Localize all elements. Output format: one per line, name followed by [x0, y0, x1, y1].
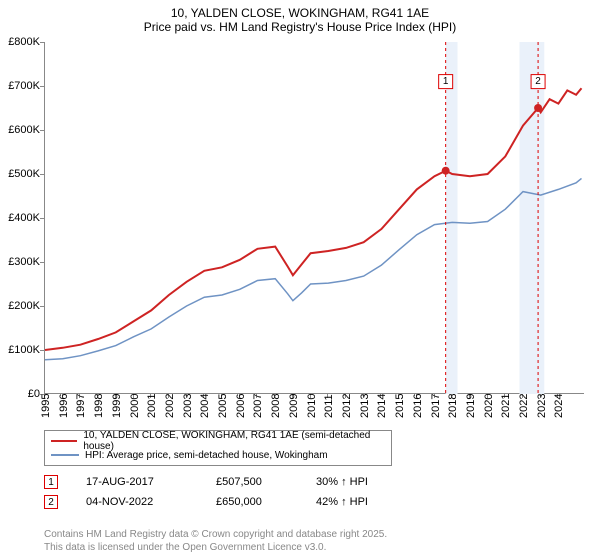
- xtick-label: 1995: [40, 394, 52, 418]
- ytick-label: £0: [28, 388, 40, 400]
- xtick-label: 2004: [199, 394, 211, 418]
- xtick-label: 2006: [235, 394, 247, 418]
- xtick-label: 2012: [341, 394, 353, 418]
- ytick-label: £700K: [8, 80, 40, 92]
- xtick-label: 2020: [483, 394, 495, 418]
- sale-row: 2 04-NOV-2022£650,00042% ↑ HPI: [44, 492, 584, 512]
- xtick-label: 1998: [93, 394, 105, 418]
- ytick-label: £500K: [8, 168, 40, 180]
- ytick-label: £600K: [8, 124, 40, 136]
- sale-row: 1 17-AUG-2017£507,50030% ↑ HPI: [44, 472, 584, 492]
- highlight-band: [519, 42, 544, 394]
- footer-line1: Contains HM Land Registry data © Crown c…: [44, 528, 387, 541]
- marker-dot-1: [442, 167, 450, 175]
- xtick-label: 2002: [164, 394, 176, 418]
- marker-num-1: 1: [443, 76, 449, 87]
- chart-svg: 12: [45, 42, 585, 394]
- xtick-label: 2018: [447, 394, 459, 418]
- xtick-label: 2008: [270, 394, 282, 418]
- title-line1: 10, YALDEN CLOSE, WOKINGHAM, RG41 1AE: [0, 6, 600, 20]
- arrow-up-icon: ↑: [341, 476, 347, 488]
- sale-price: £507,500: [216, 476, 316, 488]
- legend-row-price: 10, YALDEN CLOSE, WOKINGHAM, RG41 1AE (s…: [51, 434, 385, 448]
- footer-line2: This data is licensed under the Open Gov…: [44, 541, 387, 554]
- xtick-label: 2017: [430, 394, 442, 418]
- ytick-label: £800K: [8, 36, 40, 48]
- arrow-up-icon: ↑: [341, 496, 347, 508]
- sale-price: £650,000: [216, 496, 316, 508]
- xtick-label: 2016: [412, 394, 424, 418]
- ytick-label: £400K: [8, 212, 40, 224]
- marker-num-2: 2: [535, 76, 541, 87]
- legend-label-hpi: HPI: Average price, semi-detached house,…: [85, 450, 328, 461]
- chart-container: 10, YALDEN CLOSE, WOKINGHAM, RG41 1AE Pr…: [0, 0, 600, 560]
- footer: Contains HM Land Registry data © Crown c…: [44, 528, 387, 554]
- xtick-label: 2014: [376, 394, 388, 418]
- title-block: 10, YALDEN CLOSE, WOKINGHAM, RG41 1AE Pr…: [0, 0, 600, 36]
- xtick-label: 1996: [58, 394, 70, 418]
- series-price_paid: [45, 88, 582, 350]
- xtick-label: 2011: [323, 394, 335, 418]
- xtick-label: 2015: [394, 394, 406, 418]
- sale-marker: 1: [44, 475, 58, 489]
- xtick-label: 2005: [217, 394, 229, 418]
- sale-marker: 2: [44, 495, 58, 509]
- sale-pct: 30% ↑ HPI: [316, 476, 368, 488]
- sale-pct: 42% ↑ HPI: [316, 496, 368, 508]
- legend-box: 10, YALDEN CLOSE, WOKINGHAM, RG41 1AE (s…: [44, 430, 392, 466]
- xtick-label: 2022: [518, 394, 530, 418]
- plot-area: 12: [44, 42, 584, 394]
- xtick-label: 2019: [465, 394, 477, 418]
- sale-date: 04-NOV-2022: [86, 496, 216, 508]
- ytick-label: £100K: [8, 344, 40, 356]
- ytick-label: £200K: [8, 300, 40, 312]
- xtick-label: 2001: [146, 394, 158, 418]
- xtick-label: 1997: [75, 394, 87, 418]
- xtick-label: 1999: [111, 394, 123, 418]
- marker-dot-2: [534, 104, 542, 112]
- xtick-label: 2009: [288, 394, 300, 418]
- highlight-band: [446, 42, 458, 394]
- sale-date: 17-AUG-2017: [86, 476, 216, 488]
- xtick-label: 2010: [306, 394, 318, 418]
- legend-swatch-red: [51, 440, 77, 442]
- ytick-label: £300K: [8, 256, 40, 268]
- sales-area: 1 17-AUG-2017£507,50030% ↑ HPI 2 04-NOV-202…: [44, 472, 584, 512]
- xtick-label: 2021: [500, 394, 512, 418]
- xtick-label: 2013: [359, 394, 371, 418]
- series-hpi: [45, 178, 582, 359]
- xtick-label: 2007: [252, 394, 264, 418]
- xtick-label: 2024: [553, 394, 565, 418]
- legend-swatch-blue: [51, 454, 79, 456]
- xtick-label: 2000: [129, 394, 141, 418]
- title-line2: Price paid vs. HM Land Registry's House …: [0, 20, 600, 34]
- xtick-label: 2023: [536, 394, 548, 418]
- xtick-label: 2003: [182, 394, 194, 418]
